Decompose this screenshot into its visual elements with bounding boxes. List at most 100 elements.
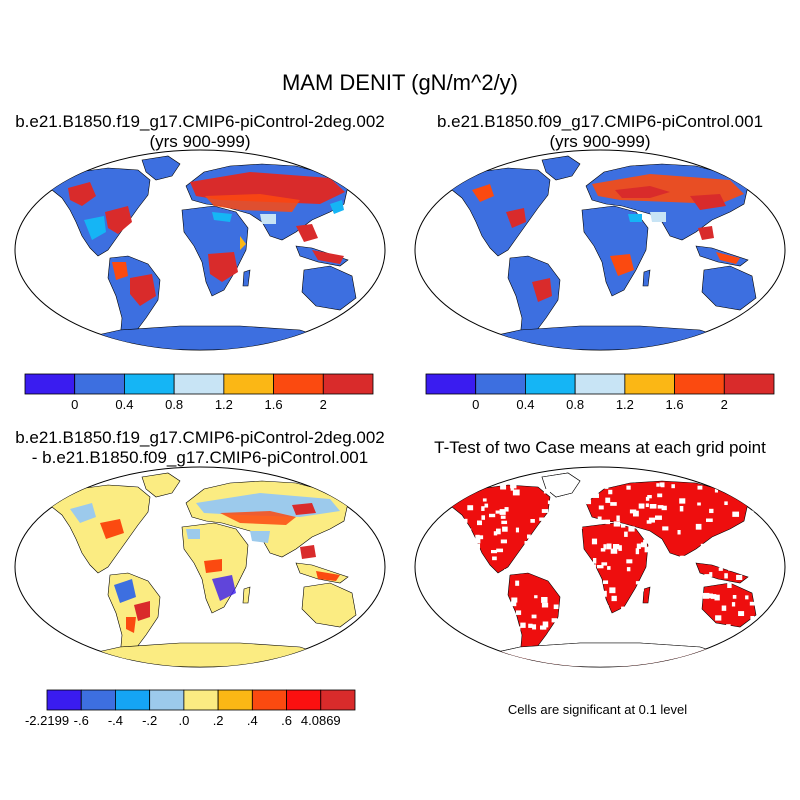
nonsignificant-cell [753,482,758,488]
nonsignificant-cell [467,505,474,511]
nonsignificant-cell [611,595,617,602]
nonsignificant-cell [574,495,580,500]
nonsignificant-cell [644,546,650,553]
colorbar-3-box [183,689,219,711]
nonsignificant-cell [716,557,724,563]
colorbar-2-boxes [425,373,775,395]
nonsignificant-cell [706,518,713,522]
nonsignificant-cell [492,556,497,561]
nonsignificant-cell [603,544,607,550]
nonsignificant-cell [541,602,549,608]
nonsignificant-cell [528,623,533,628]
nonsignificant-cell [465,533,470,538]
colorbar-3-label: -.4 [108,713,123,728]
nonsignificant-cell [568,519,573,524]
nonsignificant-cell [465,528,472,532]
nonsignificant-cell [534,595,538,599]
nonsignificant-cell [671,606,679,611]
panel-1-title-line1: b.e21.B1850.f19_g17.CMIP6-piControl-2deg… [15,112,385,131]
nonsignificant-cell [613,521,621,527]
nonsignificant-cell [724,573,728,579]
map-panel-4 [414,466,786,668]
nonsignificant-cell [621,608,626,614]
colorbar-3-box [320,689,356,711]
nonsignificant-cell [655,540,662,547]
panel-3-title-line1: b.e21.B1850.f19_g17.CMIP6-piControl-2deg… [15,428,385,447]
nonsignificant-cell [591,538,598,545]
nonsignificant-cell [712,625,717,630]
nonsignificant-cell [618,545,622,551]
nonsignificant-cell [534,554,538,558]
nonsignificant-cell [726,624,731,631]
nonsignificant-cell [551,618,557,623]
nonsignificant-cell [510,482,517,489]
colorbar-2-box [525,373,576,395]
nonsignificant-cell [532,560,539,564]
nonsignificant-cell [671,562,675,568]
nonsignificant-cell [732,595,737,599]
nonsignificant-cell [592,564,596,570]
colorbar-3-box [217,689,253,711]
nonsignificant-cell [461,568,468,574]
panel-2-title: b.e21.B1850.f09_g17.CMIP6-piControl.001 … [402,112,798,152]
nonsignificant-cell [624,531,628,537]
nonsignificant-cell [511,629,516,634]
nonsignificant-cell [680,555,688,562]
nonsignificant-cell [600,548,606,552]
nonsignificant-cell [496,548,504,553]
colorbar-2-labels: 0 0.4 0.8 1.2 1.6 2 [472,397,728,412]
nonsignificant-cell [649,537,654,544]
nonsignificant-cell [589,582,597,589]
nonsignificant-cell [495,510,500,514]
nonsignificant-cell [489,513,496,518]
nonsignificant-cell [732,511,740,517]
nonsignificant-cell [520,561,525,565]
nonsignificant-cell [595,592,600,599]
colorbar-1-label: 0 [71,397,78,412]
nonsignificant-cell [516,626,521,633]
nonsignificant-cell [650,541,657,545]
nonsignificant-cell [653,622,657,628]
nonsignificant-cell [604,483,609,489]
nonsignificant-cell [487,593,494,598]
nonsignificant-cell [677,530,681,535]
nonsignificant-cell [753,537,760,543]
map-1-field-patches [68,172,345,306]
nonsignificant-cell [640,542,647,548]
nonsignificant-cell [635,548,640,555]
nonsignificant-cell [657,505,664,509]
nonsignificant-cell [609,587,616,594]
nonsignificant-cell [744,527,752,533]
nonsignificant-cell [632,594,640,600]
nonsignificant-cell [603,580,609,584]
nonsignificant-cell [536,553,540,558]
colorbar-2-box [425,373,477,395]
nonsignificant-cell [592,493,599,498]
nonsignificant-cell [474,543,481,549]
nonsignificant-cell [603,605,609,611]
map-3-field-patches [70,493,340,633]
panel-3-title-line2: - b.e21.B1850.f09_g17.CMIP6-piControl.00… [31,448,369,467]
colorbar-top-right: 0 0.4 0.8 1.2 1.6 2 [425,373,775,412]
nonsignificant-cell [747,559,751,564]
nonsignificant-cell [467,533,473,538]
nonsignificant-cell [635,581,641,585]
colorbar-3-label: -.6 [74,713,89,728]
nonsignificant-cell [724,501,728,506]
nonsignificant-cell [547,500,552,505]
nonsignificant-cell [483,614,487,618]
colorbar-1-box [173,373,225,395]
nonsignificant-cell [727,582,732,589]
nonsignificant-cell [548,631,552,635]
colorbar-1-box [74,373,125,395]
nonsignificant-cell [662,526,669,531]
nonsignificant-cell [708,629,715,634]
nonsignificant-cell [721,605,727,611]
colorbar-3-box [286,689,322,711]
nonsignificant-cell [690,581,696,587]
nonsignificant-cell [499,509,506,515]
nonsignificant-cell [753,629,758,633]
colorbar-3-label: .2 [213,713,224,728]
nonsignificant-cell [546,574,553,580]
panel-3-title: b.e21.B1850.f19_g17.CMIP6-piControl-2deg… [2,428,398,468]
